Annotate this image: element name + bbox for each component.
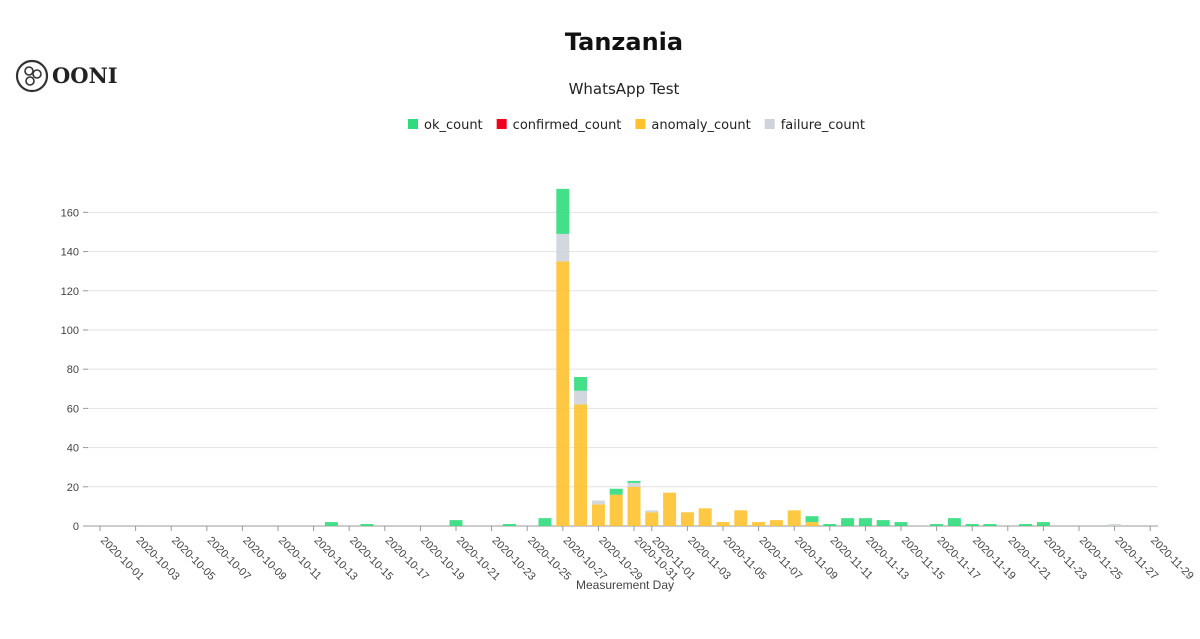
logo-icon — [32, 69, 42, 79]
bar-segment — [556, 233, 570, 262]
bar-segment — [698, 508, 712, 526]
bar-segment — [1108, 524, 1122, 526]
logo-text: OONI — [52, 63, 118, 88]
bar-segment — [769, 520, 783, 526]
y-tick-label: 60 — [67, 403, 79, 415]
bar-segment — [858, 518, 872, 526]
bar-segment — [841, 518, 855, 526]
legend-label: confirmed_count — [513, 118, 622, 133]
bar-segment — [1019, 524, 1033, 526]
bar-segment — [716, 522, 730, 526]
legend-label: anomaly_count — [651, 118, 750, 133]
chart-title: Tanzania — [565, 28, 683, 56]
bar-segment — [680, 512, 694, 526]
legend-label: failure_count — [781, 118, 865, 133]
bar-segment — [645, 512, 659, 526]
y-tick-label: 20 — [67, 482, 79, 494]
bar-segment — [663, 492, 677, 526]
bar-segment — [823, 524, 837, 526]
bar-segment — [627, 482, 641, 487]
y-tick-label: 0 — [73, 521, 79, 533]
bar-segment — [609, 494, 623, 526]
logo-icon — [24, 66, 34, 76]
bar-segment — [645, 510, 659, 513]
bar-segment — [805, 522, 819, 526]
bar-segment — [574, 377, 588, 391]
x-axis-label: Measurement Day — [576, 578, 674, 592]
y-tick-label: 120 — [61, 286, 79, 298]
bar-segment — [983, 524, 997, 526]
bar-segment — [1036, 522, 1050, 526]
bar-segment — [609, 488, 623, 495]
bar-segment — [556, 261, 570, 526]
bar-segment — [734, 510, 748, 526]
bar-segment — [324, 522, 338, 526]
bar-segment — [574, 390, 588, 405]
bar-segment — [787, 510, 801, 526]
bar-segment — [965, 524, 979, 526]
bar-segment — [538, 518, 552, 526]
bar-segment — [894, 522, 908, 526]
bar-segment — [876, 520, 890, 526]
bar-segment — [556, 188, 570, 234]
legend-swatch — [635, 119, 646, 129]
logo-icon — [15, 59, 49, 93]
bar-segment — [947, 518, 961, 526]
legend-label: ok_count — [424, 118, 483, 133]
bar-segment — [360, 524, 374, 526]
legend-swatch — [496, 119, 507, 129]
legend: ok_count confirmed_count anomaly_count fail… — [408, 118, 865, 133]
legend-swatch — [408, 119, 418, 129]
bar-segment — [574, 404, 588, 526]
y-tick-label: 100 — [61, 325, 79, 337]
logo-icon — [25, 76, 35, 86]
bar-segment — [591, 500, 605, 505]
bar-segment — [627, 486, 641, 526]
bar-segment — [502, 524, 516, 526]
legend-swatch — [764, 119, 775, 129]
y-tick-label: 40 — [67, 443, 79, 455]
bar-segment — [627, 480, 641, 483]
bar-segment — [591, 504, 605, 526]
y-tick-label: 140 — [61, 247, 79, 259]
bar-segment — [449, 520, 463, 526]
y-tick-label: 160 — [61, 207, 79, 219]
bar-segment — [805, 516, 819, 523]
bar-segment — [752, 522, 766, 526]
bar-segment — [930, 524, 944, 526]
chart-subtitle: WhatsApp Test — [569, 80, 680, 98]
y-tick-label: 80 — [67, 364, 79, 376]
logo: OONI — [15, 59, 118, 93]
